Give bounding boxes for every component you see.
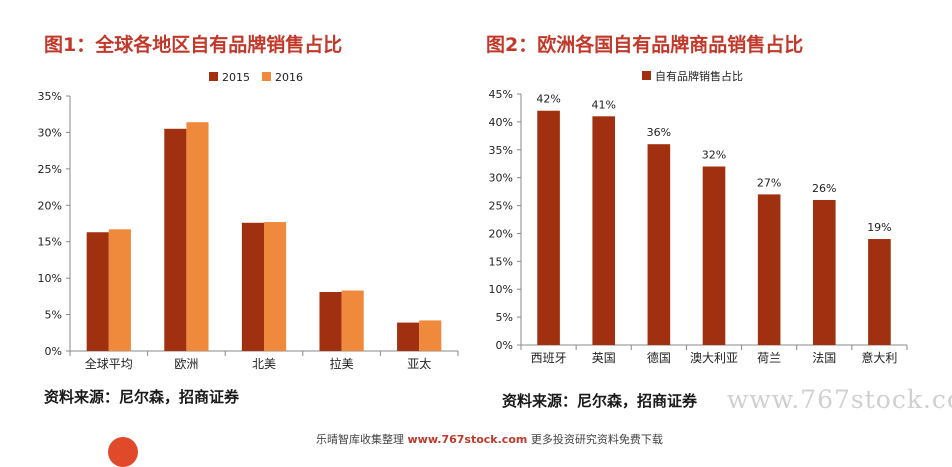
chart2-bar-1 — [537, 110, 560, 345]
chart2-data-label: 32% — [702, 149, 726, 162]
chart2-title: 图2：欧洲各国自有品牌商品销售占比 — [486, 34, 804, 56]
chart2-x-tick-label: 德国 — [647, 350, 671, 365]
chart2-data-label: 26% — [812, 182, 836, 195]
chart1-x-tick-label: 亚太 — [407, 356, 431, 371]
chart1-bar-2 — [108, 229, 131, 351]
chart1-bar-2 — [264, 222, 287, 351]
chart1-x-tick-label: 拉美 — [330, 356, 354, 371]
chart2-plot: 0% 5% 10% 15% 20% 25% 30% 35% 40% 45% 西班牙 42% 英国 41% 德… — [489, 69, 908, 365]
chart1-y-tick-label: 20% — [38, 199, 62, 212]
chart1-y-tick-label: 25% — [38, 163, 62, 176]
chart2-y-tick-label: 40% — [489, 116, 513, 129]
chart2-data-label: 36% — [647, 126, 671, 139]
chart1-y-tick-label: 15% — [38, 236, 62, 249]
footer-suffix: 更多投资研究资料免费下载 — [530, 433, 663, 446]
chart1-y-tick-label: 35% — [38, 90, 62, 103]
chart1-x-tick-label: 欧洲 — [174, 357, 198, 371]
chart1-x-tick-label: 北美 — [252, 357, 276, 371]
chart2-x-tick-label: 法国 — [812, 351, 836, 365]
chart2-y-tick-label: 30% — [489, 172, 513, 185]
chart2-x-tick-label: 荷兰 — [757, 351, 781, 365]
chart1-y-tick-label: 10% — [38, 272, 62, 285]
chart2-bar-1 — [592, 116, 616, 345]
chart1-bar-2 — [341, 290, 364, 351]
chart1-legend-swatch — [209, 72, 218, 81]
chart1-legend-label: 2016 — [275, 71, 303, 84]
chart1-bar-1 — [241, 222, 264, 351]
chart1-bar-1 — [164, 128, 187, 351]
chart1-legend-label: 2015 — [222, 71, 250, 84]
chart2-bar-1 — [812, 199, 836, 345]
chart2-legend-swatch — [642, 71, 651, 80]
chart2-y-tick-label: 5% — [496, 311, 513, 324]
chart2-x-tick-label: 意大利 — [861, 350, 897, 365]
chart1-bar-2 — [186, 122, 209, 351]
chart2-y-tick-label: 25% — [489, 200, 513, 213]
chart2-bar-1 — [647, 144, 671, 345]
footer-prefix: 乐晴智库收集整理 — [316, 433, 404, 446]
chart1-title: 图1：全球各地区自有品牌销售占比 — [44, 34, 343, 56]
chart1-y-tick-label: 30% — [38, 126, 62, 139]
chart1-x-tick-label: 全球平均 — [85, 356, 133, 371]
chart2-y-tick-label: 15% — [489, 255, 513, 268]
chart2-bar-1 — [868, 239, 891, 345]
chart1-bar-1 — [86, 232, 109, 351]
watermark: www.767stock.com — [727, 385, 952, 414]
chart2-bar-1 — [702, 166, 726, 345]
chart2-legend-label: 自有品牌销售占比 — [655, 69, 743, 83]
footer-note: 乐晴智库收集整理 www.767stock.com 更多投资研究资料免费下载 — [316, 431, 663, 447]
footer-brand-link[interactable]: www.767stock.com — [407, 433, 528, 446]
chart1-y-tick-label: 5% — [45, 309, 62, 322]
chart2-data-label: 27% — [757, 176, 781, 189]
chart1-bar-1 — [319, 291, 342, 351]
chart2-y-tick-label: 10% — [489, 283, 513, 296]
chart2-bar-1 — [757, 194, 781, 345]
chart2-y-tick-label: 20% — [489, 227, 513, 240]
chart1-bar-2 — [419, 320, 442, 351]
chart1-y-tick-label: 0% — [45, 345, 62, 358]
chart2-data-label: 19% — [867, 221, 891, 234]
chart1-legend-swatch — [262, 72, 271, 81]
chart1-source-note: 资料来源：尼尔森，招商证券 — [44, 388, 240, 406]
chart2-source-note: 资料来源：尼尔森，招商证券 — [502, 392, 698, 410]
chart1-plot: 0% 5% 10% 15% 20% 25% 30% 35% 全球平均 欧洲 北美 拉美 亚太 2015 20… — [38, 71, 459, 371]
chart2-x-tick-label: 英国 — [592, 351, 616, 365]
footer-logo — [108, 437, 138, 467]
chart1-bar-1 — [397, 322, 420, 351]
chart2-y-tick-label: 45% — [489, 88, 513, 101]
chart2-y-tick-label: 0% — [496, 339, 513, 352]
chart2-x-tick-label: 澳大利亚 — [690, 351, 738, 365]
chart2-y-tick-label: 35% — [489, 144, 513, 157]
chart2-data-label: 41% — [591, 98, 615, 111]
chart2-x-tick-label: 西班牙 — [531, 351, 567, 365]
chart2-data-label: 42% — [536, 93, 560, 106]
